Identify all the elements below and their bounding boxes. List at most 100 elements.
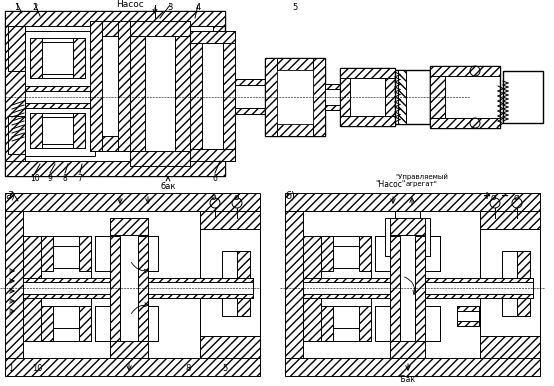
Text: −: − (501, 191, 509, 201)
Text: ø: ø (233, 193, 239, 202)
Bar (5, 193, 260, 211)
Bar (457, 306, 479, 326)
Bar (53, 246, 79, 268)
Bar (5, 161, 225, 176)
Bar (517, 251, 530, 316)
Bar (285, 193, 540, 211)
Bar (223, 43, 235, 149)
Bar (398, 70, 406, 124)
Bar (79, 236, 91, 271)
Bar (340, 78, 350, 116)
Bar (5, 211, 23, 358)
Bar (90, 21, 130, 36)
Text: 5: 5 (293, 3, 297, 12)
Bar (237, 251, 250, 316)
Bar (23, 236, 41, 341)
Bar (5, 358, 260, 376)
Text: 3: 3 (7, 191, 12, 200)
Bar (340, 68, 395, 126)
Text: "Управляемый
агрегат": "Управляемый агрегат" (396, 174, 448, 187)
Bar (395, 211, 420, 256)
Bar (90, 21, 130, 151)
Bar (130, 36, 145, 151)
Bar (30, 113, 85, 148)
Bar (5, 11, 225, 26)
Bar (25, 31, 95, 156)
Bar (325, 84, 340, 89)
Bar (321, 236, 371, 341)
Bar (375, 236, 390, 271)
Bar (502, 251, 530, 316)
Bar (303, 278, 533, 282)
Bar (375, 306, 390, 341)
Bar (395, 70, 430, 124)
Bar (285, 358, 540, 376)
Bar (340, 68, 395, 78)
Bar (303, 211, 540, 358)
Text: 6: 6 (213, 174, 217, 183)
Text: 3: 3 (167, 3, 173, 12)
Bar (30, 38, 85, 78)
Bar (5, 11, 225, 176)
Bar (430, 66, 500, 76)
Text: Насос: Насос (116, 0, 144, 9)
Bar (277, 70, 313, 124)
Bar (265, 124, 325, 136)
Bar (190, 31, 235, 161)
Bar (457, 321, 479, 326)
Bar (425, 236, 440, 271)
Bar (140, 236, 158, 271)
Bar (30, 38, 42, 78)
Bar (325, 105, 340, 110)
Text: 10: 10 (30, 174, 40, 183)
Bar (95, 236, 110, 271)
Bar (375, 236, 440, 271)
Bar (390, 341, 425, 358)
Text: бак: бак (160, 182, 176, 191)
Text: 8: 8 (185, 364, 191, 373)
Bar (200, 229, 260, 336)
Bar (390, 218, 425, 241)
Text: 9: 9 (48, 174, 53, 183)
Bar (503, 71, 543, 123)
Text: 4: 4 (196, 3, 201, 12)
Bar (41, 306, 53, 341)
Bar (480, 336, 540, 358)
Bar (138, 236, 148, 341)
Bar (200, 336, 260, 358)
Bar (73, 113, 85, 148)
Bar (90, 136, 130, 151)
Bar (8, 26, 25, 71)
Text: 5: 5 (222, 364, 227, 373)
Text: 10: 10 (32, 364, 43, 373)
Text: 7: 7 (78, 174, 83, 183)
Bar (118, 21, 130, 151)
Text: +: + (483, 191, 491, 201)
Bar (333, 246, 359, 268)
Text: 8: 8 (63, 174, 68, 183)
Bar (5, 11, 25, 176)
Bar (235, 79, 265, 85)
Bar (79, 306, 91, 341)
Bar (340, 116, 395, 126)
Bar (415, 236, 425, 341)
Bar (130, 151, 190, 166)
Bar (200, 211, 260, 229)
Bar (313, 58, 325, 136)
Bar (425, 306, 440, 341)
Bar (190, 43, 202, 149)
Bar (25, 86, 230, 91)
Bar (8, 116, 25, 154)
Bar (23, 278, 253, 282)
Bar (41, 236, 53, 271)
Bar (385, 218, 430, 256)
Text: "Бак": "Бак" (397, 375, 419, 384)
Bar (130, 21, 190, 36)
Text: "Насос": "Насос" (375, 180, 405, 189)
Bar (41, 236, 91, 341)
Bar (95, 236, 158, 271)
Bar (303, 278, 533, 298)
Bar (303, 294, 533, 298)
Bar (95, 306, 158, 341)
Bar (53, 306, 79, 328)
